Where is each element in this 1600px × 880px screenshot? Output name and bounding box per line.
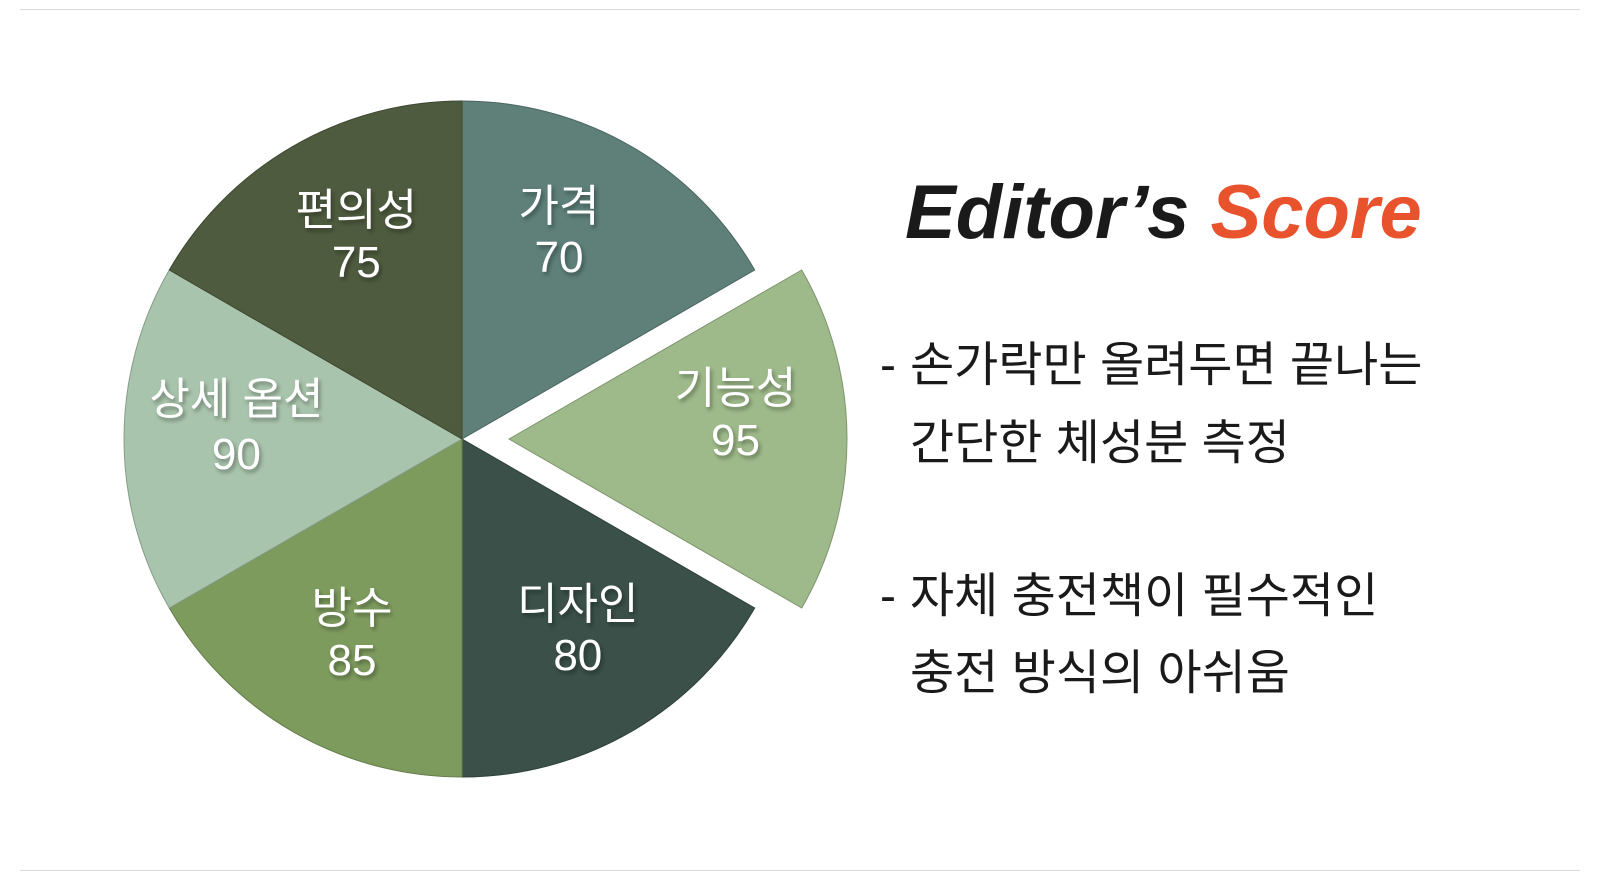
svg-text:디자인: 디자인 bbox=[517, 580, 638, 629]
svg-text:편의성: 편의성 bbox=[296, 186, 417, 235]
svg-text:95: 95 bbox=[711, 416, 760, 465]
svg-text:90: 90 bbox=[212, 430, 261, 479]
svg-text:가격: 가격 bbox=[519, 182, 600, 231]
svg-text:방수: 방수 bbox=[312, 584, 393, 633]
svg-text:70: 70 bbox=[535, 233, 584, 282]
svg-text:기능성: 기능성 bbox=[675, 364, 796, 413]
svg-text:상세 옵션: 상세 옵션 bbox=[149, 375, 323, 424]
svg-text:75: 75 bbox=[332, 238, 381, 287]
svg-text:80: 80 bbox=[553, 631, 602, 680]
svg-text:85: 85 bbox=[328, 636, 377, 685]
